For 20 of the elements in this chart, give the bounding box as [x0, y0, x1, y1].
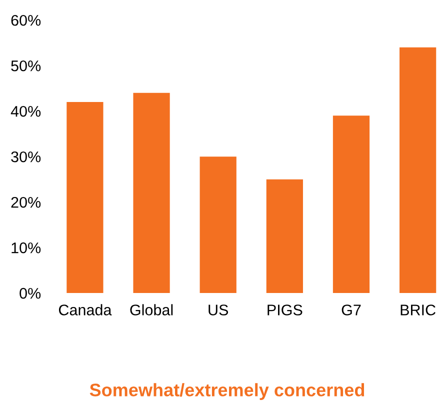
bar: [66, 102, 104, 294]
x-tick-label: Canada: [58, 304, 112, 316]
y-tick-label: 40%: [10, 106, 41, 117]
y-tick-label: 0%: [20, 288, 41, 299]
x-tick-label: BRIC: [400, 304, 436, 316]
bar: [266, 179, 303, 294]
bar: [200, 156, 236, 294]
y-tick-label: 10%: [12, 242, 41, 254]
bar: [133, 92, 170, 294]
x-tick-label: G7: [342, 304, 361, 316]
y-tick-label: 50%: [11, 60, 41, 72]
x-axis-title: Somewhat/extremely concerned: [90, 383, 364, 400]
y-tick-label: 60%: [11, 14, 41, 26]
x-tick-label: US: [208, 304, 228, 316]
y-tick-label: 20%: [11, 196, 41, 208]
bar: [400, 47, 436, 294]
bar: [332, 116, 370, 294]
x-tick-label: Global: [130, 304, 173, 316]
x-tick-label: PIGS: [268, 304, 302, 316]
y-tick-label: 30%: [11, 151, 41, 162]
